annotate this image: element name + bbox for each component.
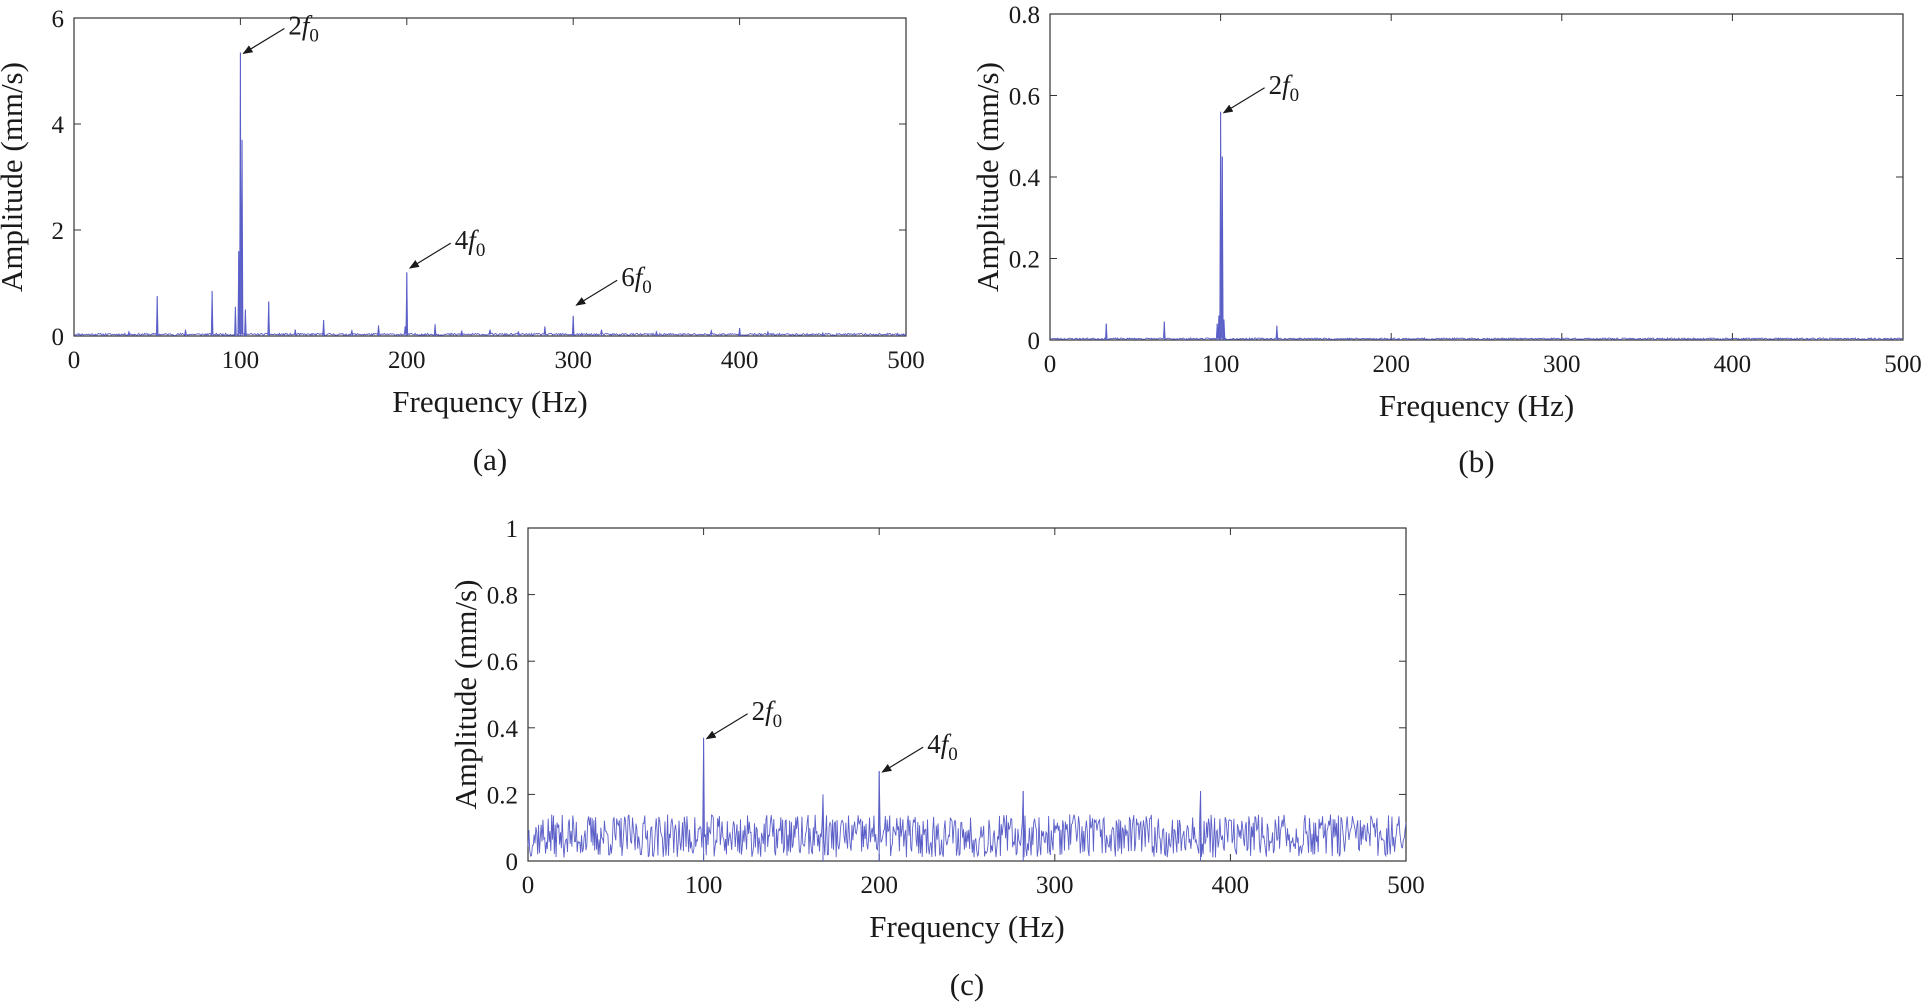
annotation-multiplier: 2 xyxy=(752,696,766,726)
annotation-subscript: 0 xyxy=(1290,85,1300,106)
x-tick-label: 0 xyxy=(1044,351,1057,378)
y-tick-label: 0 xyxy=(52,324,65,351)
annotation-multiplier: 6 xyxy=(621,262,635,292)
panel-b: 0 100 200 300 400 50000.20.40.60.82f0Frequenc… xyxy=(970,2,1922,479)
y-tick-label: 0.6 xyxy=(487,649,518,676)
panel-c: 0 100 200 300 400 50000.20.40.60.812f04f0Freq… xyxy=(448,516,1425,1002)
plot-frame xyxy=(73,17,907,337)
x-tick-label: 300 xyxy=(1036,872,1074,899)
y-tick-label: 0.6 xyxy=(1009,84,1040,111)
annotation-subscript: 0 xyxy=(309,25,319,46)
y-tick-label: 0 xyxy=(506,849,519,876)
annotation-subscript: 0 xyxy=(948,744,958,765)
harmonic-annotation: 2f0 xyxy=(752,696,783,732)
spectrum-series-line xyxy=(527,737,1407,858)
annotation-arrow xyxy=(575,279,618,306)
panel-label: (c) xyxy=(950,967,984,1002)
annotation-arrow xyxy=(881,746,924,773)
annotation-arrow xyxy=(705,713,748,740)
annotation-subscript: 0 xyxy=(773,711,783,732)
x-tick-label: 300 xyxy=(1543,351,1581,378)
panel-label: (b) xyxy=(1458,444,1494,479)
x-tick-label: 500 xyxy=(1884,351,1922,378)
harmonic-annotation: 4f0 xyxy=(455,225,486,261)
y-axis-title: Amplitude (mm/s) xyxy=(970,62,1005,292)
annotation-variable: f xyxy=(635,262,646,292)
annotation-subscript: 0 xyxy=(476,240,486,261)
annotation-multiplier: 2 xyxy=(1269,70,1283,100)
y-tick-label: 0.2 xyxy=(487,782,518,809)
y-tick-label: 4 xyxy=(52,112,65,139)
harmonic-annotation: 4f0 xyxy=(927,729,958,765)
annotation-variable: f xyxy=(941,729,952,759)
y-tick-label: 0.2 xyxy=(1009,247,1040,274)
y-tick-label: 0.4 xyxy=(487,716,519,743)
x-tick-label: 200 xyxy=(1372,351,1410,378)
plot-frame xyxy=(527,527,1407,862)
x-tick-label: 400 xyxy=(1714,351,1752,378)
x-tick-label: 200 xyxy=(388,347,426,374)
harmonic-annotation: 2f0 xyxy=(1269,70,1300,106)
annotation-multiplier: 4 xyxy=(927,729,941,759)
y-axis-title: Amplitude (mm/s) xyxy=(0,62,29,292)
harmonic-annotation: 6f0 xyxy=(621,262,652,298)
annotation-arrow xyxy=(242,27,285,54)
spectrum-series-line xyxy=(73,52,907,337)
y-tick-label: 2 xyxy=(52,218,65,245)
x-tick-label: 100 xyxy=(222,347,260,374)
x-tick-label: 500 xyxy=(1387,872,1425,899)
x-tick-label: 100 xyxy=(1202,351,1240,378)
annotation-arrow xyxy=(408,242,452,269)
y-tick-label: 1 xyxy=(506,516,519,543)
annotation-variable: f xyxy=(765,696,776,726)
y-tick-label: 0.4 xyxy=(1009,165,1041,192)
x-tick-label: 0 xyxy=(68,347,81,374)
x-tick-label: 300 xyxy=(554,347,592,374)
x-tick-label: 200 xyxy=(860,872,898,899)
harmonic-annotation: 2f0 xyxy=(288,10,319,46)
x-tick-label: 0 xyxy=(522,872,535,899)
x-tick-label: 100 xyxy=(685,872,723,899)
x-tick-label: 400 xyxy=(1212,872,1250,899)
panel-label: (a) xyxy=(473,442,507,477)
annotation-multiplier: 2 xyxy=(288,10,302,40)
annotation-variable: f xyxy=(468,225,479,255)
annotation-arrow xyxy=(1222,87,1265,114)
y-axis-title: Amplitude (mm/s) xyxy=(448,580,483,810)
y-tick-label: 6 xyxy=(52,6,65,33)
annotation-variable: f xyxy=(1282,70,1293,100)
x-tick-label: 500 xyxy=(887,347,925,374)
y-tick-label: 0.8 xyxy=(487,583,518,610)
y-tick-label: 0.8 xyxy=(1009,2,1040,29)
x-axis-title: Frequency (Hz) xyxy=(1379,388,1574,423)
annotation-subscript: 0 xyxy=(642,277,652,298)
x-axis-title: Frequency (Hz) xyxy=(392,384,587,419)
y-tick-label: 0 xyxy=(1028,328,1041,355)
annotation-multiplier: 4 xyxy=(455,225,469,255)
x-tick-label: 400 xyxy=(721,347,759,374)
annotation-variable: f xyxy=(302,10,313,40)
plot-frame xyxy=(1049,13,1904,341)
x-axis-title: Frequency (Hz) xyxy=(869,909,1064,944)
spectrum-series-line xyxy=(1049,111,1904,341)
